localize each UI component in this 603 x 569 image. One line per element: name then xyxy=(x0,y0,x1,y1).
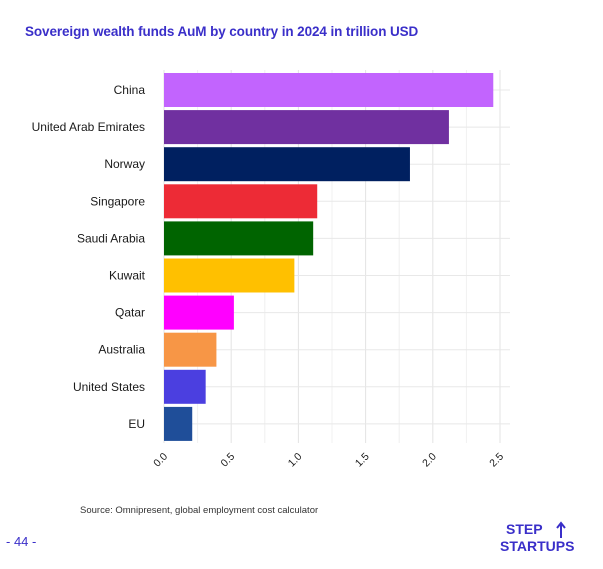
source-note: Source: Omnipresent, global employment c… xyxy=(80,505,319,516)
bar xyxy=(164,73,494,107)
category-label: Norway xyxy=(104,157,145,171)
bar xyxy=(164,332,217,367)
x-tick-label: 0.0 xyxy=(151,451,170,470)
x-tick-label: 2.5 xyxy=(487,451,506,470)
category-label: EU xyxy=(128,417,145,431)
page-number: - 44 - xyxy=(6,534,37,549)
x-tick-label: 1.5 xyxy=(353,451,372,470)
category-label: Kuwait xyxy=(109,269,146,283)
x-tick-label: 1.0 xyxy=(286,451,305,470)
category-label: Qatar xyxy=(115,306,145,320)
bar xyxy=(164,184,318,219)
chart-title: Sovereign wealth funds AuM by country in… xyxy=(25,24,419,39)
category-label: United States xyxy=(73,380,145,394)
logo-text-startups: STARTUPS xyxy=(500,538,574,554)
x-tick-labels: 0.0 0.5 1.0 1.5 2.0 2.5 xyxy=(151,451,506,470)
category-label: Saudi Arabia xyxy=(77,231,145,245)
step-startups-logo: STEP STARTUPS xyxy=(500,521,574,554)
bar xyxy=(164,221,314,256)
bar xyxy=(164,258,295,293)
bars xyxy=(164,73,494,441)
category-labels: China United Arab Emirates Norway Singapore… xyxy=(32,83,146,431)
bar xyxy=(164,295,234,330)
bar xyxy=(164,369,206,404)
category-label: United Arab Emirates xyxy=(32,120,145,134)
x-tick-label: 2.0 xyxy=(420,451,439,470)
category-label: China xyxy=(114,83,146,97)
arrow-up-icon xyxy=(556,521,566,538)
x-tick-label: 0.5 xyxy=(219,451,238,470)
category-label: Singapore xyxy=(90,194,145,208)
logo-text-step: STEP xyxy=(506,521,543,537)
bar xyxy=(164,406,193,441)
bar xyxy=(164,110,449,145)
bar xyxy=(164,147,410,182)
category-label: Australia xyxy=(98,343,145,357)
